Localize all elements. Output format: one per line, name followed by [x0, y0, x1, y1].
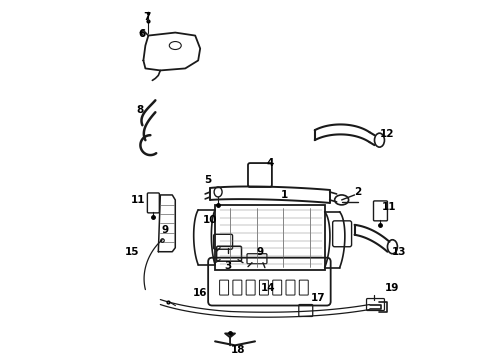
Text: 2: 2 [354, 187, 361, 197]
Text: 18: 18 [231, 345, 245, 355]
Text: 16: 16 [193, 288, 207, 298]
Text: 8: 8 [137, 105, 144, 115]
Text: 13: 13 [392, 247, 407, 257]
Text: 19: 19 [385, 283, 400, 293]
Text: 12: 12 [380, 129, 395, 139]
Text: 14: 14 [261, 283, 275, 293]
Text: 5: 5 [204, 175, 212, 185]
Text: 9: 9 [162, 225, 169, 235]
Text: 17: 17 [310, 293, 325, 302]
Text: 10: 10 [203, 215, 218, 225]
Text: 7: 7 [144, 12, 151, 22]
Text: 11: 11 [382, 202, 397, 212]
Text: 9: 9 [256, 247, 264, 257]
Text: 4: 4 [266, 158, 273, 168]
Text: 15: 15 [125, 247, 140, 257]
Text: 3: 3 [224, 261, 232, 271]
Text: 6: 6 [139, 28, 146, 39]
Text: 11: 11 [131, 195, 146, 205]
Bar [215, 205, 325, 270]
Text: 1: 1 [281, 190, 289, 200]
